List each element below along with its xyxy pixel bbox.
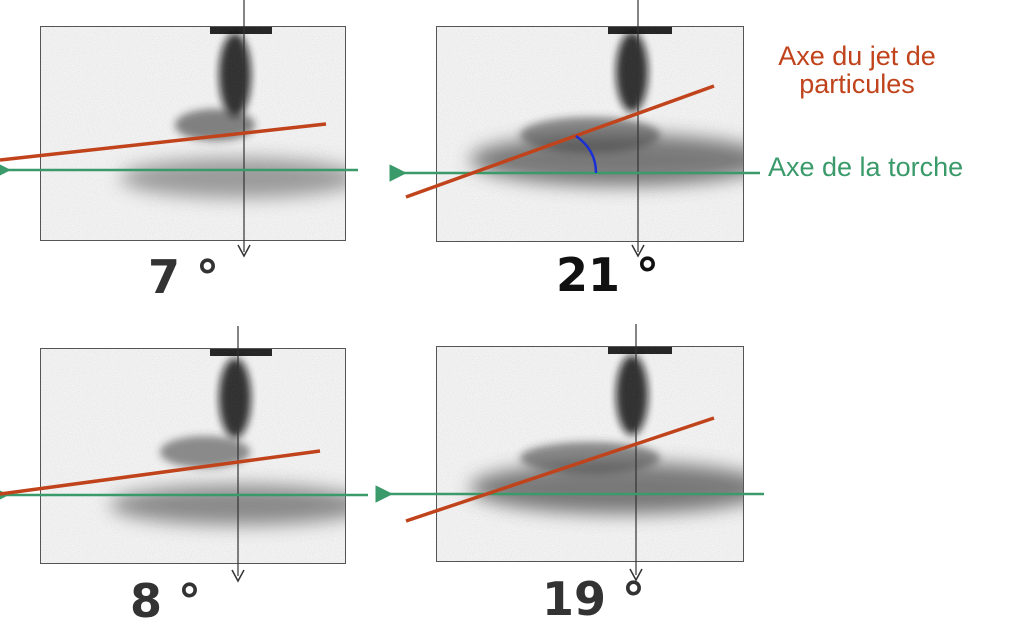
- jet-axis-legend-line2: particules: [799, 69, 915, 99]
- angle-label-bottom-right: 19 °: [542, 572, 646, 626]
- angle-label-top-right: 21 °: [556, 248, 660, 302]
- down-arrow-icon: [237, 244, 251, 258]
- angle-label-bottom-left: 8 °: [130, 574, 202, 628]
- panel-bottom-left: [40, 348, 346, 564]
- jet-axis-legend: Axe du jet de particules: [752, 42, 962, 98]
- panel-bottom-right: [436, 346, 744, 562]
- panel-top-left: [40, 26, 346, 241]
- angle-label-top-left: 7 °: [148, 250, 220, 304]
- torch-axis-legend: Axe de la torche: [768, 152, 964, 182]
- jet-axis-legend-line1: Axe du jet de: [778, 41, 936, 71]
- down-arrow-icon: [231, 569, 245, 583]
- panel-top-right: [436, 26, 744, 242]
